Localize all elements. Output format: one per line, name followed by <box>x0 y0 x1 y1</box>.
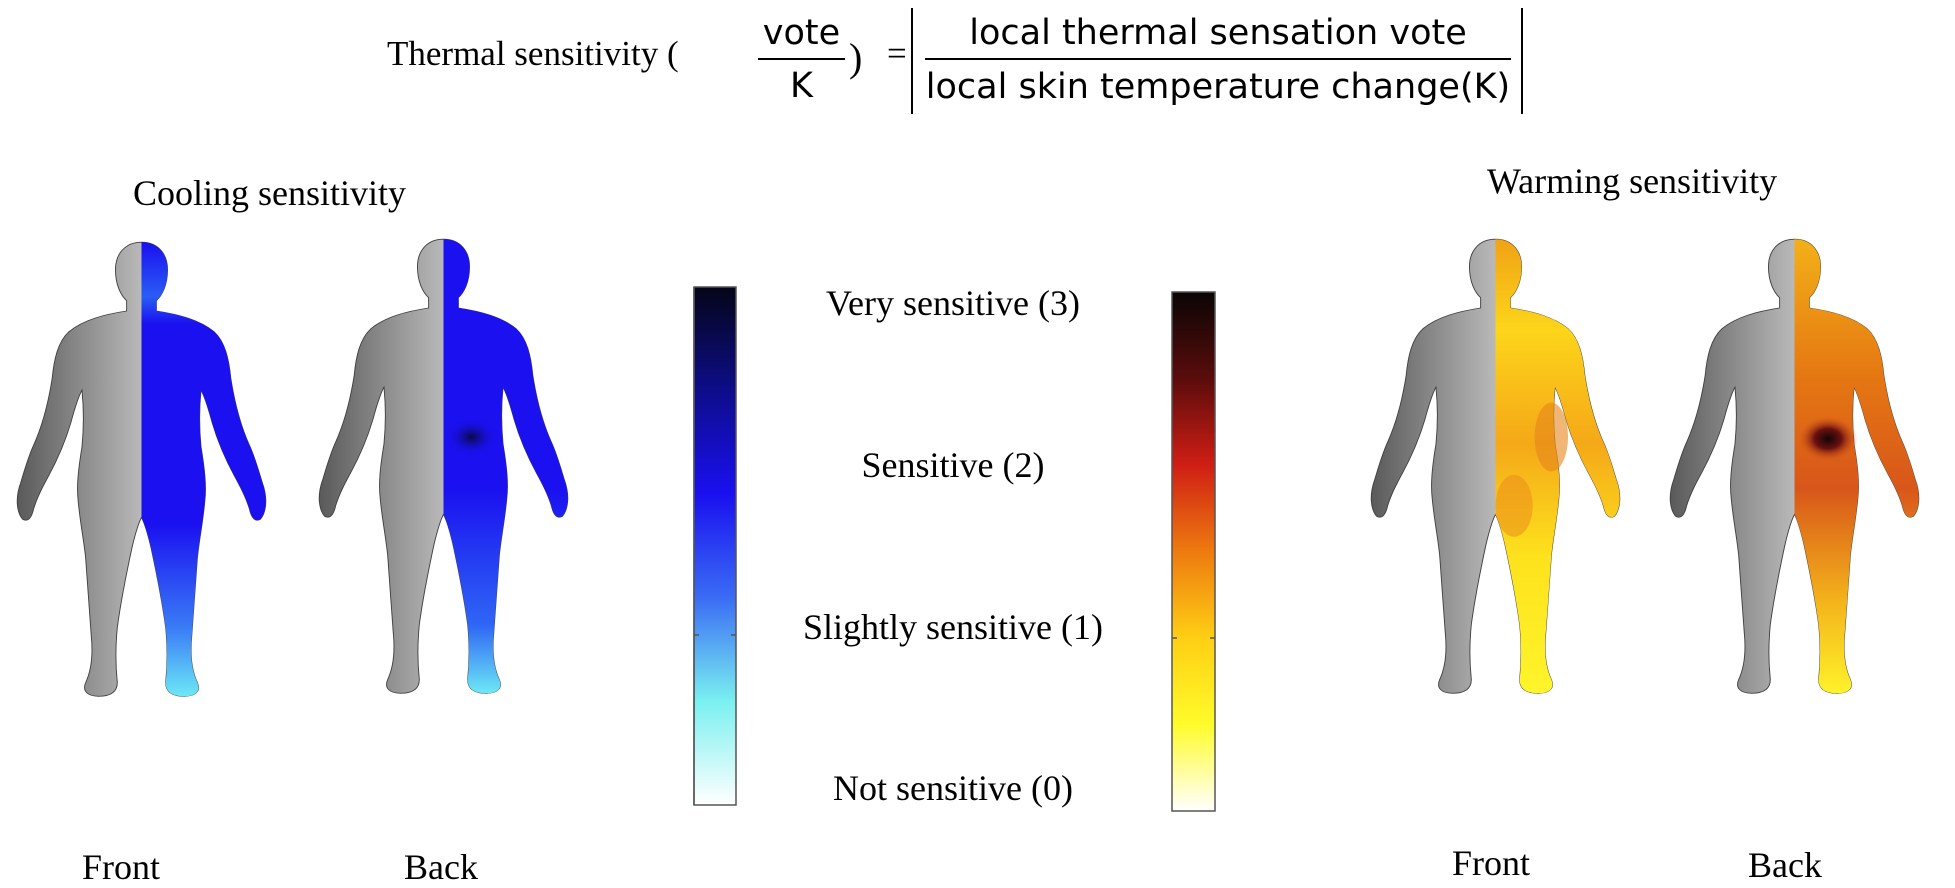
absolute-bar-left <box>911 8 913 114</box>
warming-front-label: Front <box>1452 843 1531 883</box>
cooling-back-figure <box>318 238 569 694</box>
thermal-sensitivity-formula: Thermal sensitivity ( vote K ) = local t… <box>387 8 1527 118</box>
level-label-2: Sensitive (2) <box>861 445 1045 485</box>
warming-front-figure <box>1370 238 1621 694</box>
cooling-back-label: Back <box>404 847 478 887</box>
formula-equals: = <box>887 34 907 73</box>
level-label-1: Slightly sensitive (1) <box>803 607 1103 647</box>
level-label-0: Not sensitive (0) <box>833 768 1073 808</box>
level-label-3: Very sensitive (3) <box>826 283 1080 323</box>
warming-title: Warming sensitivity <box>1487 161 1778 201</box>
cooling-front-label: Front <box>82 847 161 887</box>
unit-fraction-bar <box>758 58 845 60</box>
unit-fraction: vote K <box>754 10 849 108</box>
cooling-front-figure <box>16 241 267 697</box>
warming-back-figure <box>1669 238 1920 694</box>
main-fraction-bar <box>925 58 1511 60</box>
unit-denominator: K <box>790 66 813 106</box>
fraction-denominator: local skin temperature change(K) <box>925 67 1511 107</box>
warming-back-label: Back <box>1748 845 1822 885</box>
cooling-title: Cooling sensitivity <box>133 173 407 213</box>
formula-lhs: Thermal sensitivity ( <box>387 34 679 73</box>
formula-close-paren: ) <box>849 35 863 80</box>
main-fraction: local thermal sensation vote local skin … <box>919 10 1517 108</box>
cooling-colorbar <box>693 286 737 806</box>
warming-colorbar <box>1171 291 1216 812</box>
fraction-numerator: local thermal sensation vote <box>969 13 1467 53</box>
unit-numerator: vote <box>762 13 841 53</box>
absolute-bar-right <box>1521 8 1523 114</box>
